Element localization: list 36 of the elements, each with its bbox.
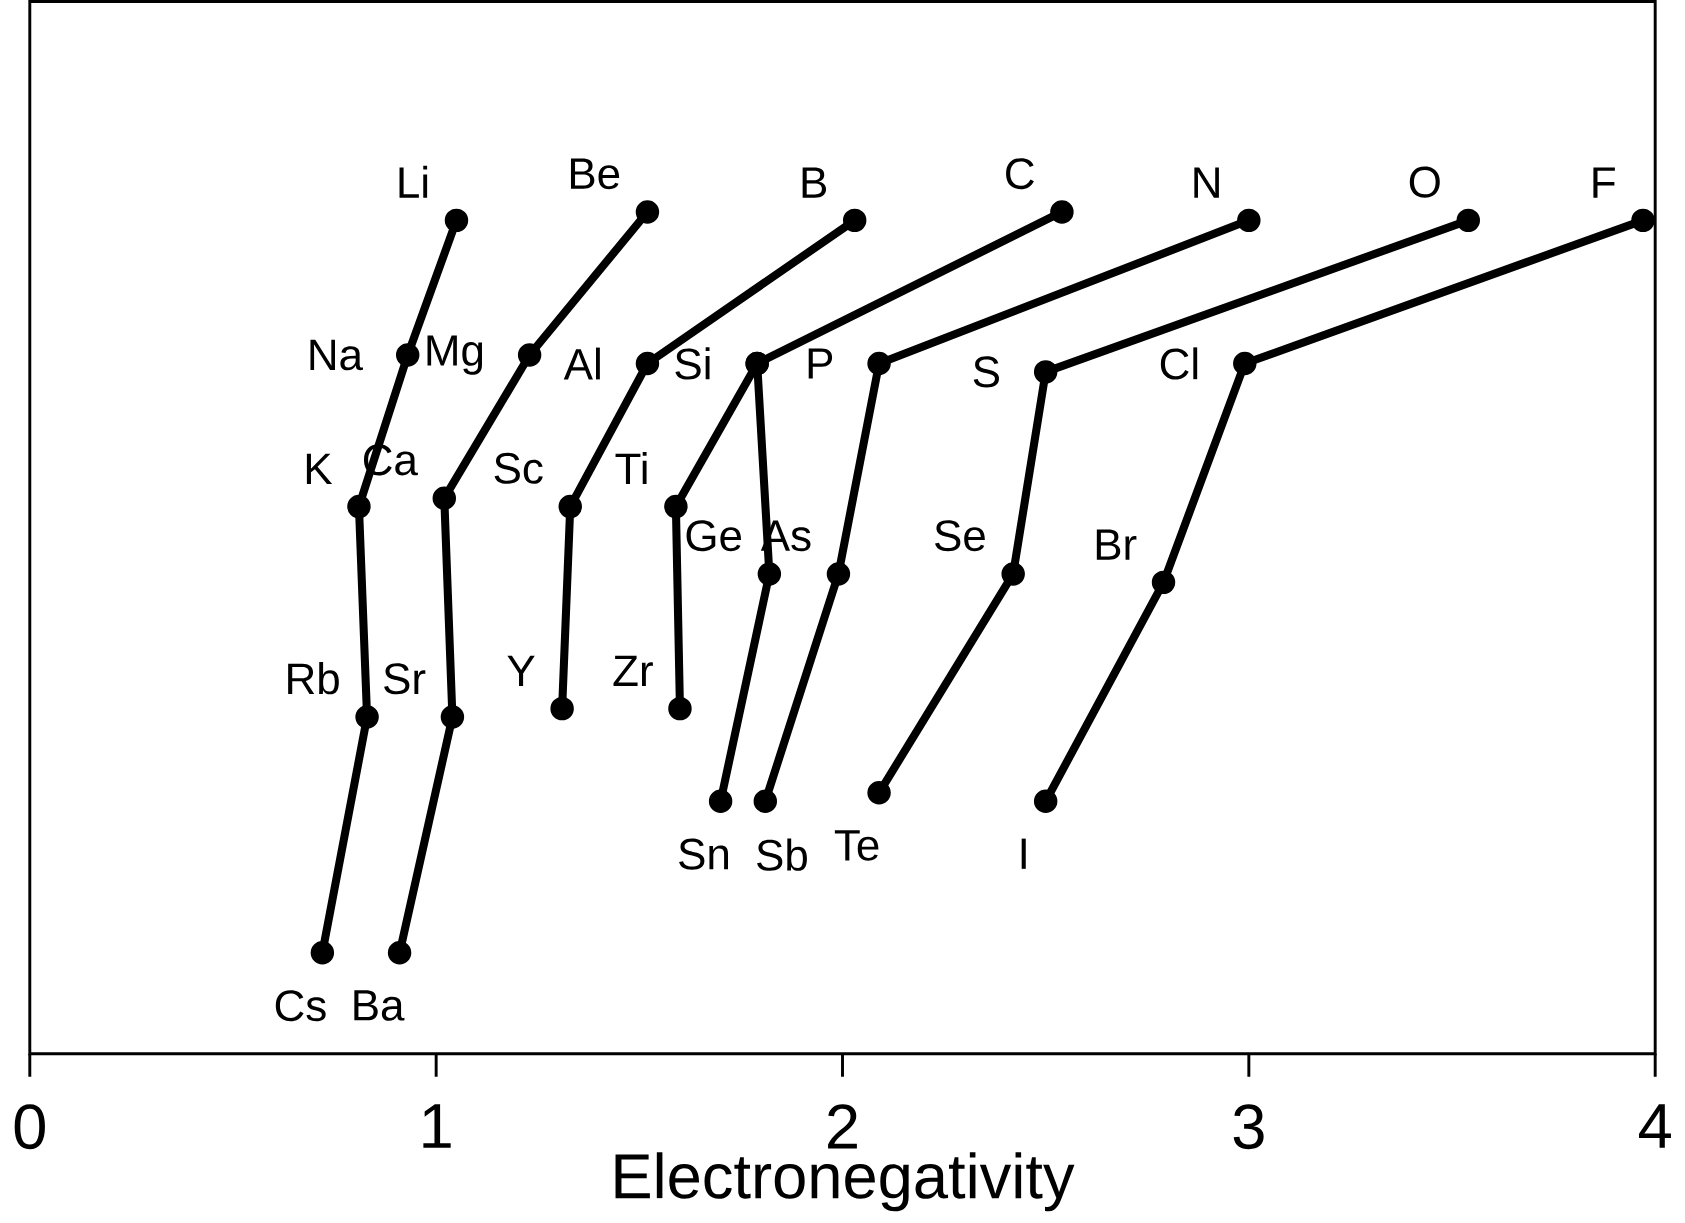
annotation: C [1006, 157, 1034, 189]
annotation: Sb [757, 838, 807, 871]
annotation: Mg [427, 335, 483, 375]
annotation: Cl [1160, 347, 1198, 380]
annotation: N [1194, 167, 1219, 198]
annotation: Zr [613, 655, 653, 686]
x-tick-label: 2 [828, 1104, 857, 1149]
annotation: Sr [384, 663, 426, 695]
annotation: O [1409, 166, 1440, 198]
annotation: S [973, 356, 999, 388]
annotation: B [802, 167, 827, 198]
annotation: F [1593, 167, 1615, 198]
x-tick-label: 4 [1639, 1104, 1671, 1148]
annotation: Cs [275, 989, 326, 1021]
x-tick-label: 3 [1233, 1104, 1264, 1149]
annotation: Ti [615, 451, 647, 484]
x-axis-title: Electronegativity [615, 1152, 1075, 1212]
annotation: Rb [288, 661, 339, 695]
annotation: Si [675, 347, 710, 380]
annotation: Se [935, 519, 985, 551]
annotation: Sc [494, 452, 543, 484]
annotation: Al [563, 347, 600, 380]
annotation: Be [570, 158, 620, 189]
annotation: Na [310, 339, 363, 371]
annotation: Ba [354, 989, 405, 1021]
annotation: Sn [679, 838, 729, 870]
annotation: Y [507, 655, 535, 686]
annotation: P [808, 348, 833, 379]
annotation: K [306, 453, 333, 484]
annotation: Br [1096, 529, 1137, 560]
annotation: Li [399, 165, 428, 198]
x-tick-label: 1 [423, 1104, 451, 1148]
annotation: Ge [686, 519, 742, 551]
x-tick-label: 0 [14, 1104, 45, 1149]
annotation: I [1021, 838, 1026, 869]
annotation: Te [834, 829, 879, 861]
